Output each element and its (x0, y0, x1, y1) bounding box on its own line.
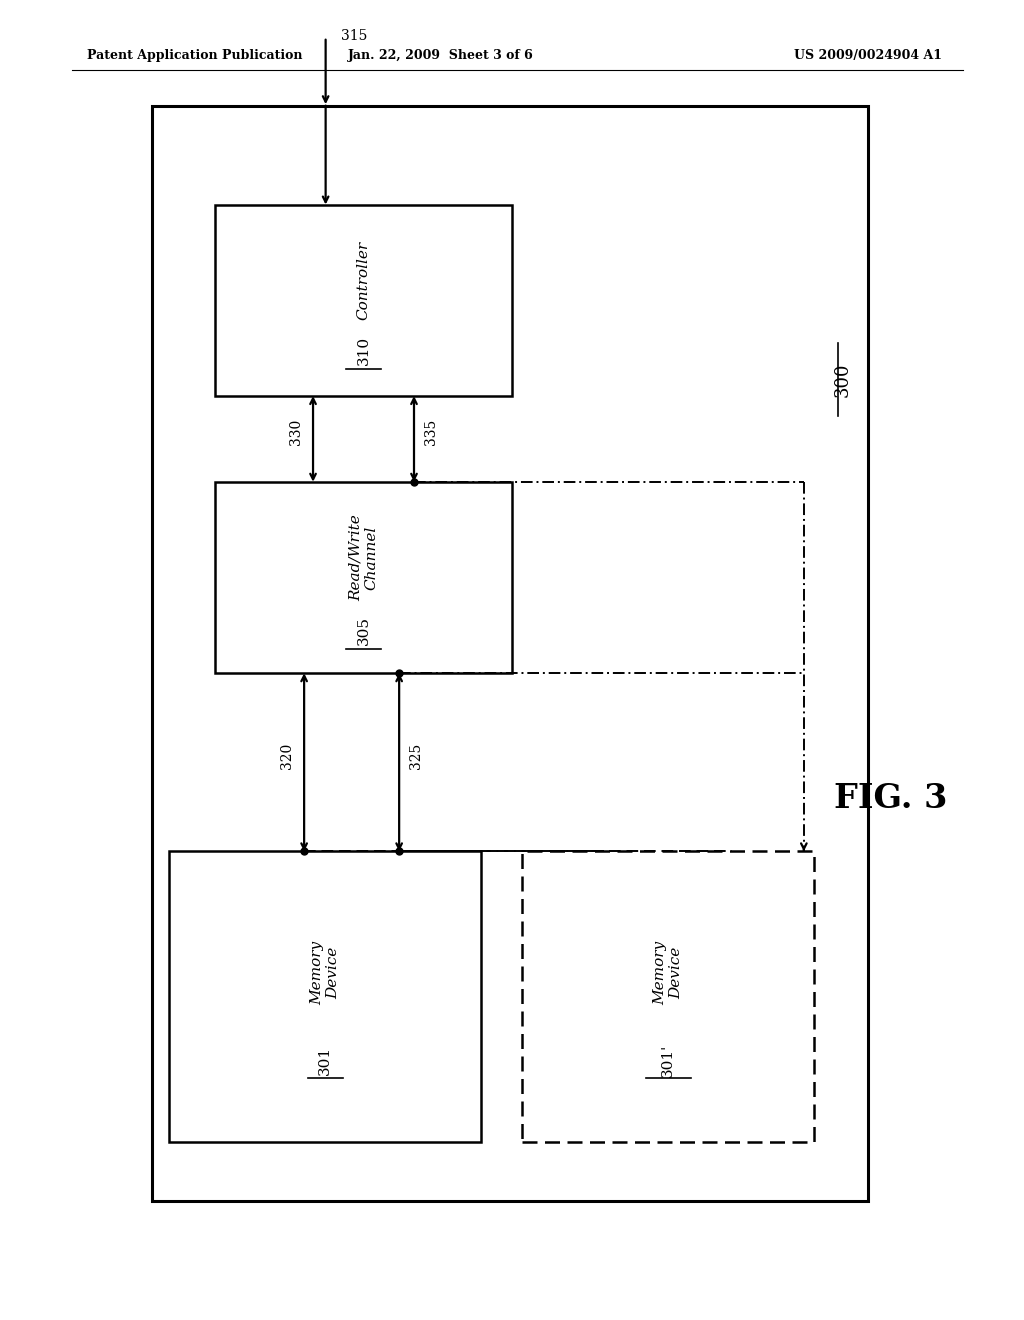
Text: Jan. 22, 2009  Sheet 3 of 6: Jan. 22, 2009 Sheet 3 of 6 (347, 49, 534, 62)
Text: Controller: Controller (356, 242, 371, 319)
Text: FIG. 3: FIG. 3 (835, 781, 947, 814)
Text: 301': 301' (662, 1043, 675, 1077)
Text: US 2009/0024904 A1: US 2009/0024904 A1 (794, 49, 942, 62)
Bar (522, 851, 814, 1142)
Text: 320: 320 (280, 743, 294, 768)
Text: Memory
Device: Memory Device (653, 941, 683, 1005)
Bar (169, 851, 481, 1142)
Text: 325: 325 (410, 743, 423, 768)
Bar (215, 205, 512, 396)
Text: 305: 305 (356, 616, 371, 644)
Text: 301: 301 (318, 1045, 332, 1074)
Text: 300: 300 (834, 362, 852, 397)
Text: 315: 315 (341, 29, 368, 44)
Text: Patent Application Publication: Patent Application Publication (87, 49, 302, 62)
Bar (215, 482, 512, 673)
Text: 335: 335 (424, 420, 438, 445)
Text: Memory
Device: Memory Device (310, 941, 340, 1005)
Bar (152, 106, 868, 1201)
Text: Read/Write
Channel: Read/Write Channel (348, 515, 379, 601)
Text: 330: 330 (289, 420, 303, 445)
Text: 310: 310 (356, 335, 371, 366)
